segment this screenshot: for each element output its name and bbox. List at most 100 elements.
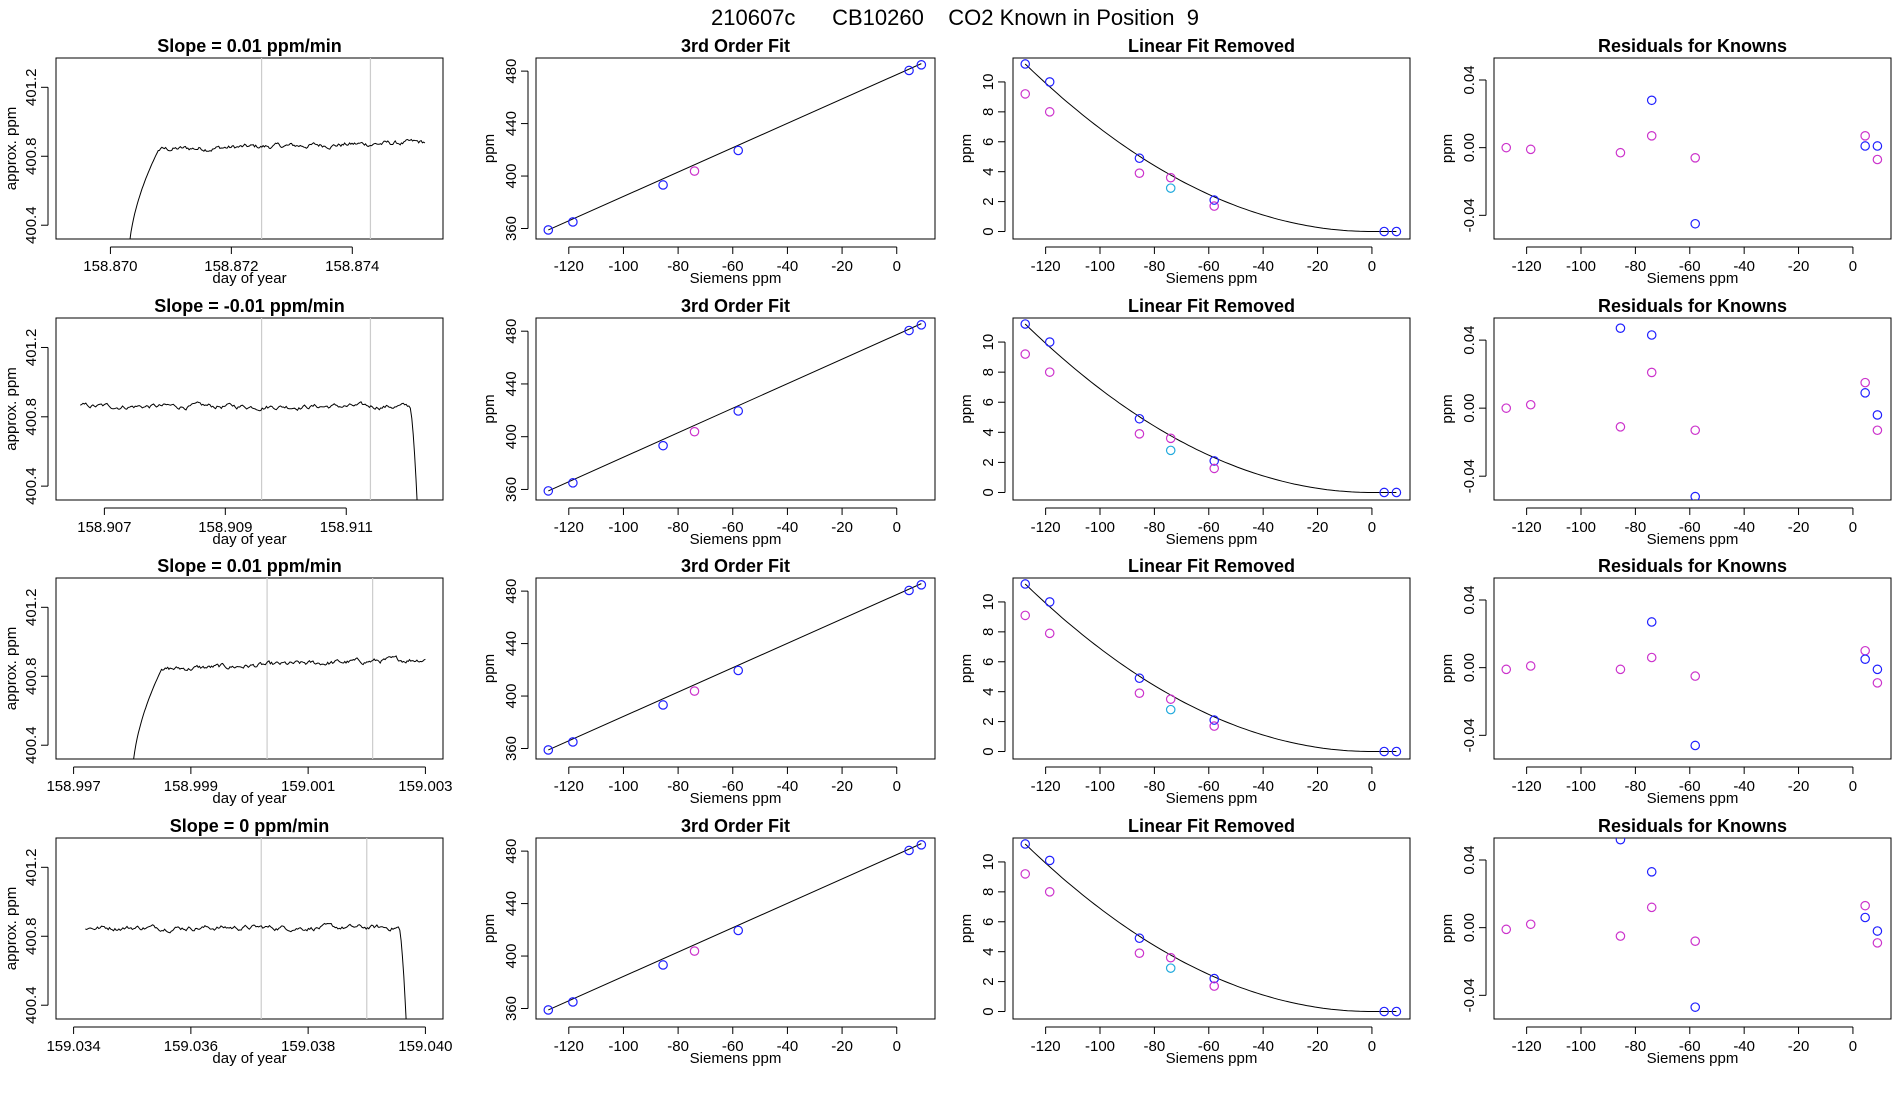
plot-data bbox=[1501, 323, 1883, 500]
chart-panel-r4-fit: 3rd Order Fit -120 -100 -80 -60 -40 -20 0 Siemen… bbox=[481, 816, 936, 1067]
data-point-magenta bbox=[1872, 425, 1883, 436]
data-point-blue bbox=[904, 585, 914, 596]
data-point-blue bbox=[1379, 1006, 1389, 1017]
data-point-blue bbox=[1391, 226, 1402, 237]
x-tick-label: -120 bbox=[1512, 778, 1542, 795]
data-point-blue bbox=[543, 225, 554, 235]
y-tick-label: 0.04 bbox=[1461, 65, 1478, 94]
chart-panel-r2-res: Residuals for Knowns -120 -100 -80 -60 -40 -20… bbox=[1439, 296, 1892, 548]
data-point-magenta bbox=[1165, 172, 1176, 183]
data-point-blue bbox=[658, 440, 668, 451]
data-point-blue bbox=[1872, 141, 1883, 151]
y-tick-label: 400 bbox=[503, 164, 520, 189]
y-tick-label: 400.4 bbox=[23, 986, 40, 1024]
x-tick-label: -20 bbox=[831, 258, 853, 275]
x-tick-label: -60 bbox=[1679, 1038, 1701, 1055]
x-tick-label: -20 bbox=[831, 1038, 853, 1055]
x-tick-label: -60 bbox=[722, 258, 744, 275]
x-tick-label: -120 bbox=[1031, 1038, 1061, 1055]
data-point-cyan bbox=[1165, 183, 1176, 193]
y-tick-label: 0.00 bbox=[1461, 913, 1478, 942]
plot-data bbox=[1501, 838, 1883, 1012]
data-point-blue bbox=[1134, 413, 1145, 424]
x-tick-label: -100 bbox=[1085, 1038, 1115, 1055]
x-tick-label: -60 bbox=[1198, 258, 1220, 275]
x-tick-label: -100 bbox=[608, 1038, 638, 1055]
y-tick-label: 4 bbox=[980, 948, 997, 956]
data-point-magenta bbox=[1165, 433, 1176, 444]
data-point-blue bbox=[1646, 330, 1657, 340]
data-point-magenta bbox=[1646, 652, 1657, 663]
y-axis-label: ppm bbox=[958, 914, 975, 943]
data-point-magenta bbox=[1872, 938, 1883, 948]
chart-title: Residuals for Knowns bbox=[1598, 556, 1787, 576]
chart-title: Linear Fit Removed bbox=[1128, 296, 1295, 316]
plot-frame bbox=[1493, 57, 1892, 240]
x-tick-label: -20 bbox=[1788, 778, 1810, 795]
y-tick-label: 10 bbox=[980, 334, 997, 351]
y-tick-label: 480 bbox=[503, 579, 520, 604]
x-tick-label: -100 bbox=[1566, 1038, 1596, 1055]
data-point-blue bbox=[1044, 597, 1055, 607]
x-tick-label: -20 bbox=[831, 778, 853, 795]
x-tick-label: -40 bbox=[1733, 258, 1755, 275]
data-point-blue bbox=[1020, 839, 1031, 849]
x-tick-label: -100 bbox=[1566, 519, 1596, 536]
data-point-blue bbox=[1044, 77, 1055, 87]
x-tick-label: -60 bbox=[1679, 258, 1701, 275]
data-point-magenta bbox=[1209, 981, 1220, 991]
x-tick-label: -100 bbox=[608, 258, 638, 275]
x-tick-label: -20 bbox=[1307, 1038, 1329, 1055]
x-axis-label: day of year bbox=[212, 270, 286, 287]
data-point-blue bbox=[543, 1005, 554, 1015]
y-tick-label: 480 bbox=[503, 839, 520, 864]
data-point-blue bbox=[1379, 487, 1389, 498]
x-tick-label: -40 bbox=[1252, 778, 1274, 795]
y-tick-label: 0 bbox=[980, 1007, 997, 1015]
x-tick-label: -80 bbox=[1144, 258, 1166, 275]
fit-curve-line bbox=[1024, 323, 1397, 493]
data-point-blue bbox=[1020, 319, 1031, 329]
chart-panel-r1-lin: Linear Fit Removed -120 -100 -80 -60 -40 -20 0 S… bbox=[958, 36, 1411, 287]
y-axis-label: approx. ppm bbox=[3, 367, 20, 450]
y-tick-label: 6 bbox=[980, 398, 997, 406]
plot-frame bbox=[535, 57, 936, 240]
chart-title: Linear Fit Removed bbox=[1128, 556, 1295, 576]
data-point-magenta bbox=[1872, 154, 1883, 165]
data-point-blue bbox=[1391, 1006, 1402, 1017]
x-tick-label: -100 bbox=[608, 519, 638, 536]
x-tick-label: -120 bbox=[554, 258, 584, 275]
data-point-blue bbox=[733, 665, 744, 676]
plot-frame bbox=[1012, 837, 1411, 1020]
chart-panel-r3-ts: Slope = 0.01 ppm/min 158.997 158.999 159.00… bbox=[3, 556, 453, 807]
y-tick-label: 400.8 bbox=[23, 917, 40, 955]
chart-title: 3rd Order Fit bbox=[681, 556, 790, 576]
x-tick-label: 159.034 bbox=[46, 1038, 100, 1055]
y-tick-label: 2 bbox=[980, 197, 997, 205]
y-axis-label: ppm bbox=[958, 394, 975, 423]
chart-title: 3rd Order Fit bbox=[681, 296, 790, 316]
x-axis-label: Siemens ppm bbox=[690, 790, 782, 807]
x-tick-label: -120 bbox=[1031, 778, 1061, 795]
data-point-blue bbox=[1860, 654, 1870, 664]
ppm-trace-line bbox=[80, 401, 418, 500]
x-tick-label: 0 bbox=[893, 258, 901, 275]
plot-data bbox=[133, 578, 426, 759]
y-tick-label: 6 bbox=[980, 658, 997, 666]
y-tick-label: 0.04 bbox=[1461, 326, 1478, 355]
x-axis-label: Siemens ppm bbox=[1647, 790, 1739, 807]
data-point-blue bbox=[658, 960, 668, 970]
x-tick-label: 0 bbox=[893, 778, 901, 795]
data-point-cyan bbox=[1165, 963, 1176, 973]
chart-title: Slope = 0 ppm/min bbox=[170, 816, 330, 836]
plot-frame bbox=[55, 317, 444, 501]
ppm-trace-line bbox=[133, 655, 426, 759]
data-point-blue bbox=[1020, 59, 1031, 69]
x-axis-label: Siemens ppm bbox=[690, 531, 782, 548]
y-tick-label: 360 bbox=[503, 996, 520, 1021]
data-point-magenta bbox=[689, 946, 700, 956]
x-tick-label: 0 bbox=[1849, 778, 1857, 795]
x-tick-label: -40 bbox=[1252, 519, 1274, 536]
data-point-magenta bbox=[1134, 688, 1145, 698]
data-point-blue bbox=[1690, 740, 1701, 751]
